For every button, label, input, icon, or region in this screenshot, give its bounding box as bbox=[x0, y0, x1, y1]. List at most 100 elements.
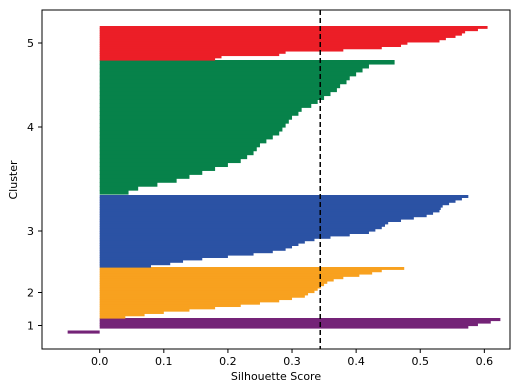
cluster-4-sample-bar bbox=[99, 190, 129, 195]
cluster-4-sample-bar bbox=[99, 71, 357, 77]
cluster-4-sample-bar bbox=[99, 142, 260, 148]
cluster-4-sample-bar bbox=[99, 63, 369, 69]
cluster-2-sample-bar bbox=[99, 267, 405, 270]
x-tick-label: 0.0 bbox=[91, 355, 109, 368]
cluster-3-silhouette bbox=[99, 195, 469, 268]
cluster-4-sample-bar bbox=[99, 146, 257, 152]
cluster-3-sample-bar bbox=[99, 235, 331, 239]
x-tick-label: 0.1 bbox=[155, 355, 173, 368]
cluster-3-sample-bar bbox=[99, 211, 434, 215]
cluster-2-sample-bar bbox=[99, 269, 382, 273]
cluster-2-sample-bar bbox=[99, 294, 305, 298]
cluster-4-sample-bar bbox=[99, 103, 312, 108]
cluster-4-sample-bar bbox=[99, 87, 337, 93]
cluster-2-sample-bar bbox=[99, 304, 241, 308]
cluster-4-sample-bar bbox=[99, 83, 341, 89]
cluster-2-silhouette bbox=[99, 267, 405, 319]
cluster-2-sample-bar bbox=[99, 290, 315, 294]
cluster-5-sample-bar bbox=[99, 46, 382, 50]
cluster-5-sample-bar bbox=[99, 26, 488, 29]
cluster-4-sample-bar bbox=[99, 91, 331, 97]
cluster-3-sample-bar bbox=[99, 228, 376, 232]
cluster-3-sample-bar bbox=[99, 226, 382, 230]
cluster-5-sample-bar bbox=[99, 32, 462, 36]
cluster-3-sample-bar bbox=[99, 221, 389, 225]
cluster-2-sample-bar bbox=[99, 287, 318, 291]
axes-frame bbox=[41, 9, 511, 350]
cluster-4-sample-bar bbox=[99, 138, 267, 144]
cluster-3-sample-bar bbox=[99, 252, 254, 256]
cluster-4-sample-bar bbox=[99, 107, 302, 112]
cluster-3-sample-bar bbox=[99, 238, 315, 242]
x-axis-label: Silhouette Score bbox=[231, 370, 321, 383]
cluster-1-sample-bar bbox=[67, 330, 100, 334]
cluster-3-sample-bar bbox=[99, 219, 402, 222]
cluster-2-sample-bar bbox=[99, 306, 216, 310]
cluster-4-sample-bar bbox=[99, 95, 325, 101]
cluster-3-sample-bar bbox=[99, 207, 441, 210]
cluster-4-sample-bar bbox=[99, 127, 283, 132]
y-tick-label: 1 bbox=[27, 320, 34, 333]
cluster-4-sample-bar bbox=[99, 150, 254, 156]
cluster-2-sample-bar bbox=[99, 299, 280, 303]
cluster-1-sample-bar bbox=[99, 320, 491, 324]
cluster-4-sample-bar bbox=[99, 174, 190, 179]
cluster-2-sample-bar bbox=[99, 313, 145, 317]
cluster-4-sample-bar bbox=[99, 178, 177, 183]
cluster-3-sample-bar bbox=[99, 231, 369, 234]
cluster-3-sample-bar bbox=[99, 264, 151, 268]
y-tick-label: 4 bbox=[27, 121, 34, 134]
cluster-3-sample-bar bbox=[99, 195, 469, 198]
cluster-3-sample-bar bbox=[99, 240, 305, 244]
cluster-2-sample-bar bbox=[99, 273, 360, 277]
cluster-3-sample-bar bbox=[99, 257, 203, 261]
x-tick-label: 0.4 bbox=[347, 355, 365, 368]
cluster-3-sample-bar bbox=[99, 259, 184, 263]
cluster-4-sample-bar bbox=[99, 60, 395, 65]
cluster-3-sample-bar bbox=[99, 247, 286, 251]
cluster-4-sample-bar bbox=[99, 123, 286, 128]
cluster-4-sample-bar bbox=[99, 130, 280, 136]
cluster-4-sample-bar bbox=[99, 75, 350, 81]
cluster-3-sample-bar bbox=[99, 209, 440, 213]
cluster-2-sample-bar bbox=[99, 292, 309, 296]
cluster-3-sample-bar bbox=[99, 202, 450, 206]
cluster-3-sample-bar bbox=[99, 262, 171, 266]
cluster-4-sample-bar bbox=[99, 111, 299, 116]
plot-area bbox=[67, 10, 501, 349]
y-tick-label: 5 bbox=[27, 37, 34, 50]
cluster-5-sample-bar bbox=[99, 30, 466, 34]
cluster-3-sample-bar bbox=[99, 197, 462, 201]
x-axis: 0.0 0.1 0.2 0.3 0.4 0.5 0.6 bbox=[91, 349, 493, 368]
cluster-4-sample-bar bbox=[99, 154, 248, 160]
cluster-2-sample-bar bbox=[99, 308, 190, 312]
cluster-1-sample-bar bbox=[99, 325, 469, 329]
cluster-2-sample-bar bbox=[99, 271, 373, 275]
cluster-5-sample-bar bbox=[99, 37, 446, 41]
cluster-2-sample-bar bbox=[99, 311, 164, 314]
y-tick-label: 3 bbox=[27, 225, 34, 238]
cluster-5-sample-bar bbox=[99, 39, 440, 43]
cluster-4-silhouette bbox=[99, 60, 395, 195]
cluster-4-sample-bar bbox=[99, 115, 293, 120]
cluster-4-sample-bar bbox=[99, 186, 139, 191]
cluster-4-sample-bar bbox=[99, 158, 241, 164]
cluster-3-sample-bar bbox=[99, 216, 414, 220]
cluster-2-sample-bar bbox=[99, 278, 334, 282]
y-tick-label: 2 bbox=[27, 287, 34, 300]
cluster-5-sample-bar bbox=[99, 50, 286, 54]
cluster-1-sample-bar bbox=[99, 323, 478, 327]
cluster-4-sample-bar bbox=[99, 79, 347, 85]
cluster-2-sample-bar bbox=[99, 280, 328, 284]
cluster-4-sample-bar bbox=[99, 134, 273, 140]
cluster-2-sample-bar bbox=[99, 297, 293, 301]
cluster-3-sample-bar bbox=[99, 233, 350, 237]
cluster-3-sample-bar bbox=[99, 223, 385, 227]
cluster-3-sample-bar bbox=[99, 250, 273, 254]
cluster-4-sample-bar bbox=[99, 166, 216, 171]
x-tick-label: 0.2 bbox=[219, 355, 237, 368]
cluster-5-sample-bar bbox=[99, 55, 222, 59]
y-axis: 1 2 3 4 5 bbox=[27, 37, 42, 333]
cluster-5-sample-bar bbox=[99, 48, 344, 52]
